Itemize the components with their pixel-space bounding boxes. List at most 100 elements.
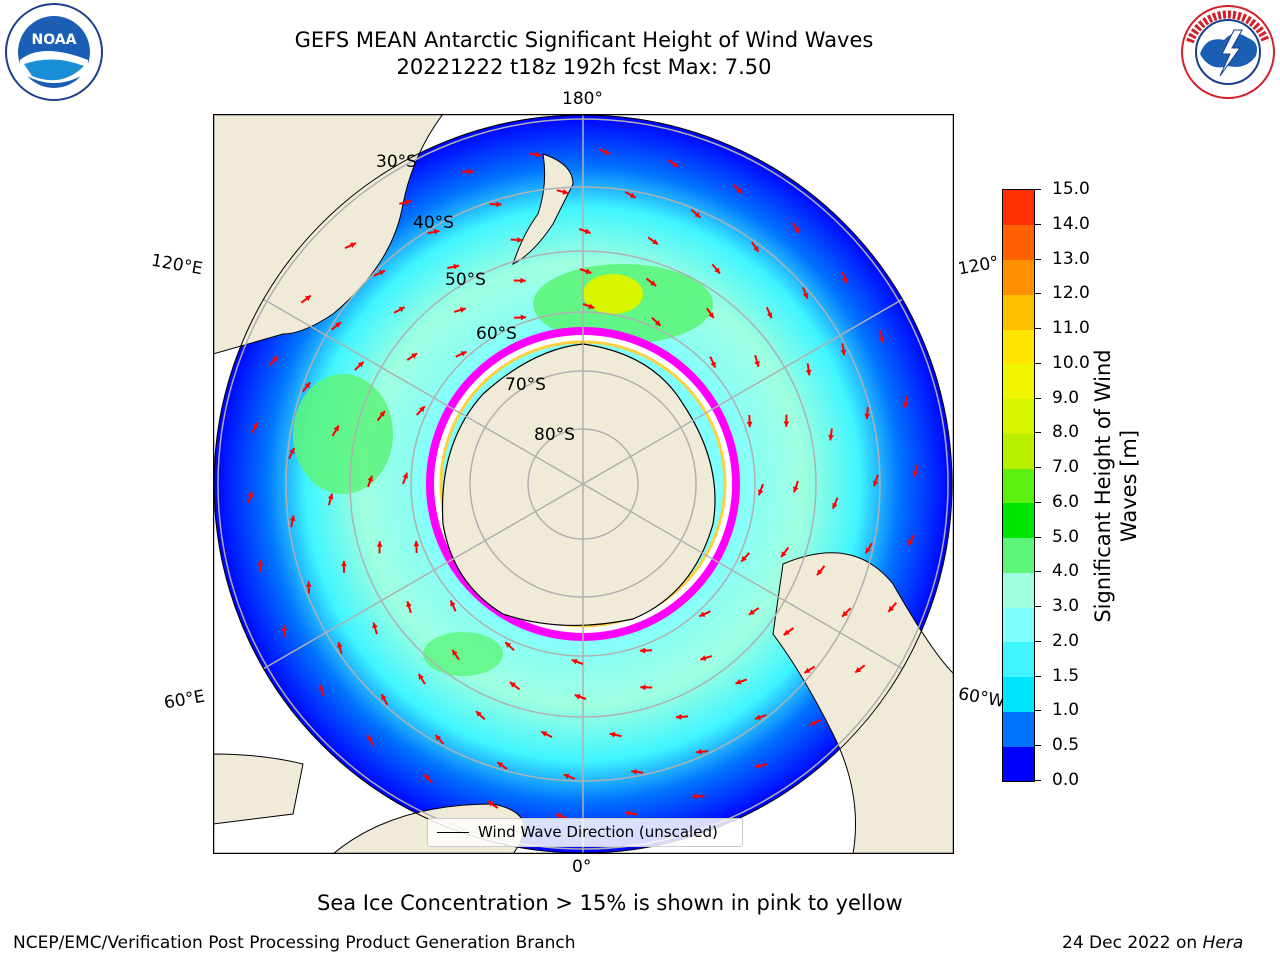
wave-arrow-head — [639, 647, 646, 654]
wave-arrow-head — [741, 555, 747, 562]
nws-logo — [1181, 5, 1275, 99]
colorbar-tick-mark — [1035, 293, 1041, 295]
wave-arrow-head — [700, 655, 707, 661]
wave-arrow-head — [694, 212, 701, 218]
colorbar-tick-label: 15.0 — [1052, 179, 1090, 199]
colorbar-segment — [1003, 329, 1034, 365]
lat-label-70s: 70°S — [505, 375, 546, 395]
lat-label-50s: 50°S — [445, 270, 486, 290]
wave-arrow-head — [604, 149, 611, 155]
footer-date: 24 Dec 2022 on — [1062, 933, 1203, 953]
colorbar-tick-label: 7.0 — [1052, 457, 1080, 478]
noaa-logo: NOAA — [5, 3, 103, 101]
colorbar-segment — [1003, 398, 1034, 434]
wave-arrow-head — [832, 502, 838, 509]
wave-arrow-head — [828, 434, 834, 441]
wave-arrow-head — [411, 353, 418, 359]
colorbar-tick-label: 9.0 — [1052, 387, 1080, 408]
lat-label-30s: 30°S — [376, 152, 417, 172]
wave-arrow-head — [289, 447, 295, 454]
wave-arrow-head — [405, 199, 411, 206]
colorbar-tick-label: 1.0 — [1052, 700, 1080, 721]
sea-ice-caption: Sea Ice Concentration > 15% is shown in … — [317, 891, 903, 915]
wave-arrow-head — [327, 493, 334, 500]
wave-arrow-head — [631, 769, 637, 775]
wave-arrow-head — [453, 263, 460, 270]
wave-arrow-head — [865, 547, 871, 554]
wave-arrow-head — [535, 151, 541, 158]
wave-arrow-head — [435, 734, 442, 741]
wave-arrow-head — [402, 472, 408, 479]
wave-arrow-head — [433, 229, 440, 235]
colorbar-tick-mark — [1035, 780, 1041, 781]
colorbar-segment — [1003, 711, 1034, 747]
wave-arrow-head — [413, 540, 420, 547]
wave-arrow-head — [746, 421, 753, 428]
colorbar-tick-mark — [1035, 606, 1041, 608]
colorbar-label: Significant Height of Wind Waves [m] — [1091, 349, 1141, 623]
wave-arrow-head — [460, 351, 467, 357]
wave-arrow-head — [496, 201, 502, 208]
wave-arrow-head — [804, 667, 811, 673]
wave-arrow-head — [692, 793, 698, 800]
wave-arrow-head — [367, 475, 373, 482]
colorbar-tick-label: 0.5 — [1052, 735, 1080, 756]
colorbar-segment — [1003, 259, 1034, 295]
wave-arrow-head — [398, 307, 405, 313]
wave-arrow-head — [650, 280, 657, 286]
wave-arrow-head — [281, 625, 288, 631]
antarctica-land — [441, 343, 716, 627]
new-zealand-land — [512, 153, 574, 265]
colorbar-segment — [1003, 294, 1034, 330]
polar-map — [212, 113, 955, 855]
wave-arrow-head — [520, 277, 526, 284]
wave-arrow-head — [555, 813, 562, 819]
colorbar-segment — [1003, 433, 1034, 469]
wave-arrow-head — [652, 239, 658, 245]
colorbar-segment — [1003, 676, 1034, 712]
colorbar-segment — [1003, 190, 1034, 226]
lon-label-180: 180° — [562, 89, 603, 109]
colorbar-tick-mark — [1035, 362, 1041, 364]
colorbar-segment — [1003, 224, 1034, 260]
wave-arrow-head — [574, 694, 581, 700]
colorbar-tick-mark — [1035, 258, 1041, 260]
colorbar-segment — [1003, 607, 1034, 643]
noaa-logo-text: NOAA — [32, 32, 77, 48]
wave-arrow-head — [735, 679, 742, 685]
wave-arrow-head — [805, 369, 812, 376]
wave-arrow-head — [419, 406, 425, 413]
wave-arrow-head — [864, 413, 871, 420]
wave-arrow-head — [304, 295, 311, 301]
wave-arrow-head — [878, 337, 885, 343]
wave-arrow-head — [714, 267, 720, 274]
wave-arrow-head — [736, 187, 742, 194]
wave-arrow-head — [654, 320, 661, 326]
wave-arrow-head — [333, 425, 339, 432]
wave-arrow-head — [625, 810, 631, 817]
colorbar-tick-label: 12.0 — [1052, 283, 1090, 304]
colorbar-segment — [1003, 468, 1034, 504]
wave-arrow-head — [318, 684, 325, 691]
wave-arrow-head — [609, 731, 616, 738]
wave-arrow-head — [766, 312, 773, 319]
wave-arrow-head — [252, 422, 258, 429]
colorbar-tick-label: 8.0 — [1052, 422, 1080, 443]
colorbar-segment — [1003, 572, 1034, 608]
lon-label-0: 0° — [572, 857, 592, 877]
wave-arrow-head — [672, 161, 679, 167]
wave-arrow-head — [855, 667, 862, 673]
wave-arrow-head — [541, 731, 548, 737]
map-frame — [212, 113, 955, 855]
wave-arrow-head — [509, 682, 516, 688]
wave-arrow-head — [708, 312, 714, 319]
wave-arrow-head — [289, 515, 296, 522]
wave-arrow-head — [563, 773, 570, 780]
colorbar-tick-mark — [1035, 571, 1041, 573]
colorbar — [1002, 189, 1035, 782]
wave-arrow-head — [810, 720, 816, 726]
colorbar-tick-label: 0.0 — [1052, 770, 1080, 790]
wind-wave-arrows — [247, 148, 919, 820]
wave-arrow-head — [793, 227, 799, 233]
wave-arrow-head — [840, 349, 847, 356]
